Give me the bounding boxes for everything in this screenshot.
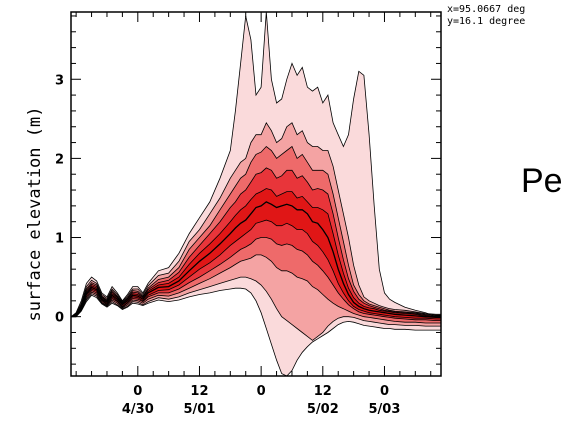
y-tick-label: 3 bbox=[55, 73, 64, 88]
y-axis: 0 1 2 3 bbox=[55, 15, 441, 365]
y-tick-label: 2 bbox=[55, 152, 64, 167]
x-tick-label: 0 bbox=[380, 384, 389, 399]
plot-frame bbox=[70, 11, 442, 377]
x-tick-label: 12 bbox=[314, 384, 332, 399]
band-4 bbox=[71, 167, 441, 321]
y-tick-label: 1 bbox=[55, 232, 64, 247]
series-line-median bbox=[71, 201, 441, 319]
x-date-label: 5/01 bbox=[184, 402, 216, 417]
x-axis: 0 4/30 12 5/01 0 12 5/02 0 5/03 bbox=[75, 12, 432, 417]
x-tick-label: 0 bbox=[257, 384, 266, 399]
series-line-band2_lower bbox=[71, 276, 441, 341]
series-line-band3_lower bbox=[71, 254, 441, 324]
x-tick-label: 12 bbox=[190, 384, 208, 399]
side-caption: Pe bbox=[521, 162, 563, 200]
series-line-band5_lower bbox=[71, 219, 441, 320]
ensemble-lines bbox=[71, 12, 441, 376]
x-date-label: 5/03 bbox=[369, 402, 401, 417]
y-coordinate-readout: y=16.1 degree bbox=[447, 16, 526, 27]
x-coordinate-readout: x=95.0667 deg bbox=[447, 4, 526, 15]
y-tick-label: 0 bbox=[55, 311, 64, 326]
series-line-outer_upper bbox=[71, 12, 441, 318]
series-line-band2_upper bbox=[71, 121, 441, 318]
x-date-label: 5/02 bbox=[307, 402, 339, 417]
y-axis-label: surface elevation (m) bbox=[25, 107, 45, 322]
series-line-outer_lower bbox=[71, 287, 441, 376]
series-line-band4_upper bbox=[71, 167, 441, 318]
series-line-band3_upper bbox=[71, 145, 441, 318]
x-tick-label: 0 bbox=[133, 384, 142, 399]
series-line-band4_lower bbox=[71, 237, 441, 321]
x-date-label: 4/30 bbox=[122, 402, 154, 417]
